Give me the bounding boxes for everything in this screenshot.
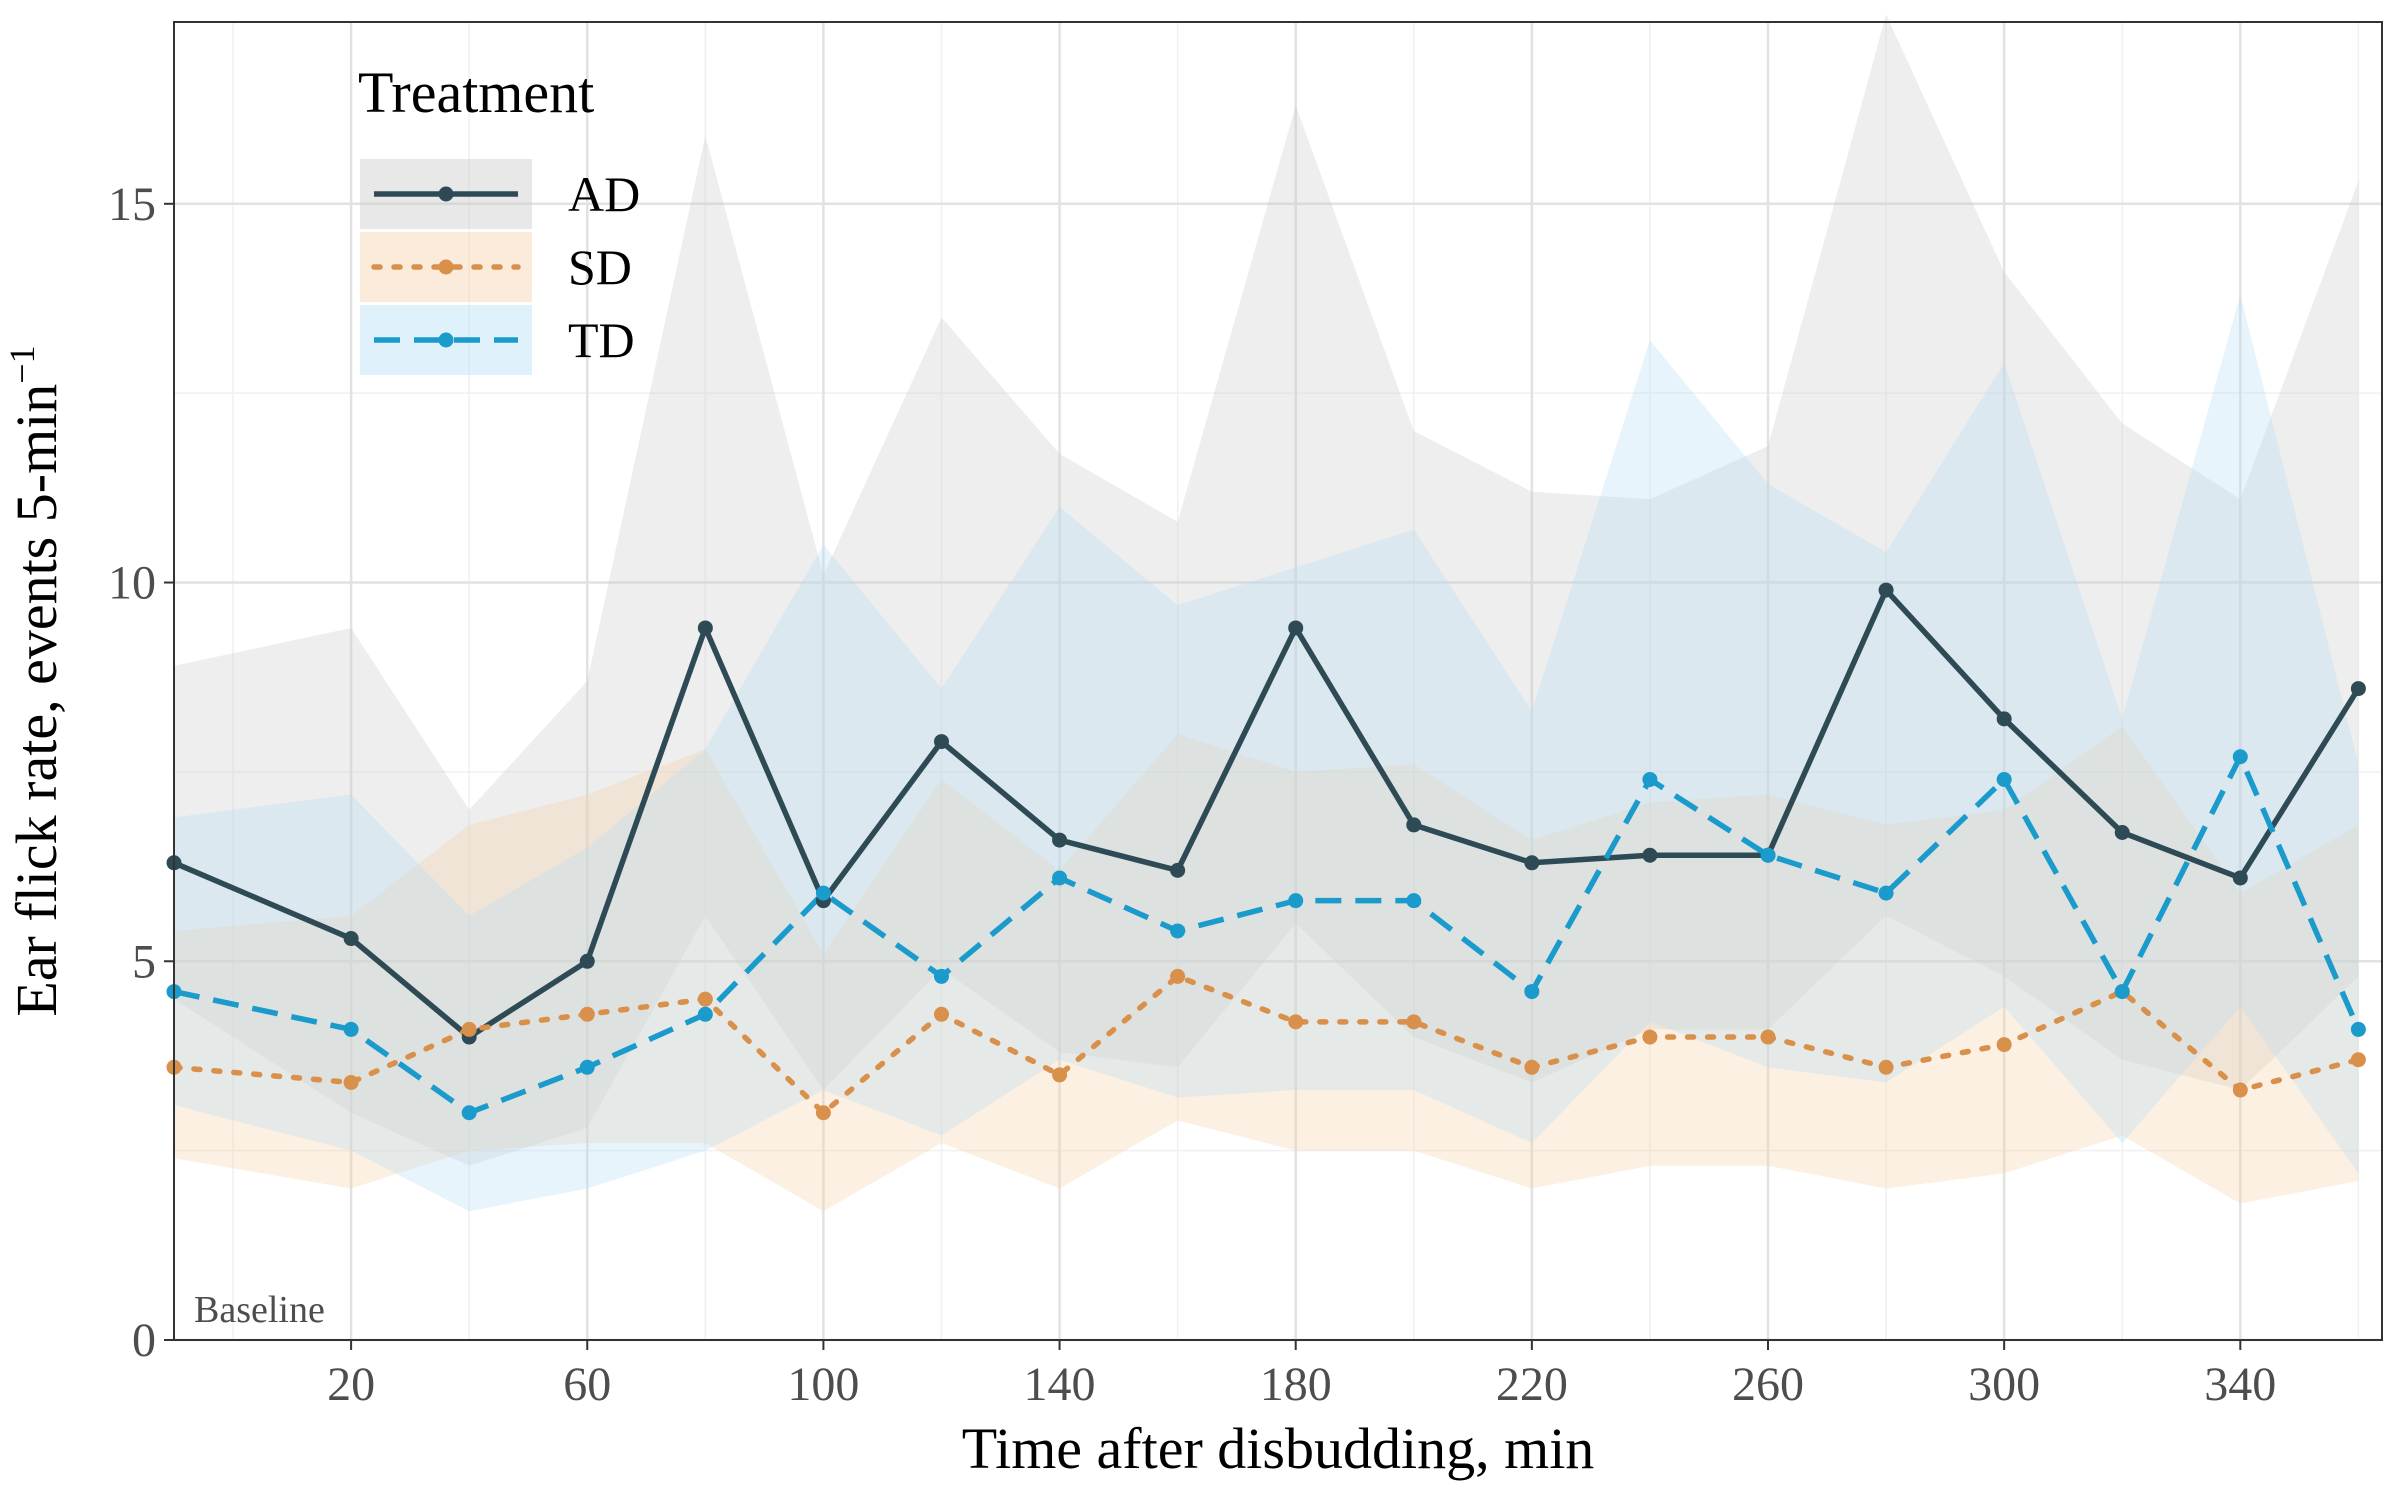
band-td xyxy=(174,294,2359,1212)
point-sd xyxy=(2350,1052,2366,1068)
point-ad xyxy=(2350,681,2366,697)
legend-point-sd xyxy=(438,259,454,275)
point-sd xyxy=(1406,1014,1422,1030)
point-ad xyxy=(1052,832,1068,848)
point-td xyxy=(933,968,949,984)
point-td xyxy=(1760,847,1776,863)
x-tick-label: 20 xyxy=(327,1358,375,1411)
y-tick-label: 10 xyxy=(108,557,156,610)
point-td xyxy=(815,885,831,901)
point-td xyxy=(2232,749,2248,765)
point-sd xyxy=(815,1105,831,1121)
x-tick-label: 180 xyxy=(1260,1358,1332,1411)
point-td xyxy=(1170,923,1186,939)
series-points xyxy=(166,582,2366,1121)
point-ad xyxy=(1524,855,1540,871)
point-td xyxy=(1996,771,2012,787)
y-tick-label: 15 xyxy=(108,178,156,231)
point-sd xyxy=(1288,1014,1304,1030)
point-td xyxy=(1524,984,1540,1000)
x-tick-label: 140 xyxy=(1024,1358,1096,1411)
point-td xyxy=(2350,1021,2366,1037)
point-sd xyxy=(579,1006,595,1022)
point-ad xyxy=(1288,620,1304,636)
point-ad xyxy=(579,953,595,969)
plot-panel-border xyxy=(173,21,2383,1341)
legend-point-td xyxy=(438,332,454,348)
point-td xyxy=(1288,893,1304,909)
x-axis-label: Time after disbudding, min xyxy=(962,1416,1595,1481)
point-ad xyxy=(697,620,713,636)
point-sd xyxy=(697,991,713,1007)
point-ad xyxy=(2114,824,2130,840)
legend-label-td: TD xyxy=(568,312,635,368)
point-td xyxy=(1406,893,1422,909)
point-sd xyxy=(461,1021,477,1037)
band-sd xyxy=(174,726,2359,1212)
x-tick-label: 340 xyxy=(2204,1358,2276,1411)
point-sd xyxy=(1760,1029,1776,1045)
point-td xyxy=(697,1006,713,1022)
point-ad xyxy=(343,931,359,947)
point-td xyxy=(1878,885,1894,901)
legend-title: Treatment xyxy=(358,60,594,125)
legend-label-sd: SD xyxy=(568,239,632,295)
x-tick-label: 220 xyxy=(1496,1358,1568,1411)
legend-label-ad: AD xyxy=(568,166,640,222)
legend: Treatment AD SD TD xyxy=(358,60,640,375)
y-axis-label: Ear flick rate, events 5-min−1 xyxy=(2,345,69,1016)
band-ad xyxy=(174,14,2359,1166)
x-tick-label: 100 xyxy=(787,1358,859,1411)
point-sd xyxy=(1052,1067,1068,1083)
point-td xyxy=(579,1059,595,1075)
point-sd xyxy=(1878,1059,1894,1075)
y-axis-label-main: Ear flick rate, events 5-min xyxy=(4,384,69,1017)
legend-point-ad xyxy=(438,186,454,202)
y-axis-label-superscript: −1 xyxy=(2,345,42,383)
point-ad xyxy=(1642,847,1658,863)
point-ad xyxy=(1996,711,2012,727)
legend-items: AD SD TD xyxy=(360,159,640,375)
point-ad xyxy=(933,734,949,750)
point-td xyxy=(1052,870,1068,886)
x-axis-ticks: 20 60 100 140 180 220 260 300 340 xyxy=(327,1340,2276,1411)
y-axis-ticks: 0 5 10 15 xyxy=(108,178,174,1367)
point-ad xyxy=(2232,870,2248,886)
point-td xyxy=(461,1105,477,1121)
point-sd xyxy=(343,1074,359,1090)
point-td xyxy=(343,1021,359,1037)
y-tick-label: 0 xyxy=(132,1314,156,1367)
point-ad xyxy=(1406,817,1422,833)
point-sd xyxy=(933,1006,949,1022)
point-td xyxy=(1642,771,1658,787)
x-tick-label: 60 xyxy=(563,1358,611,1411)
x-tick-label: 300 xyxy=(1968,1358,2040,1411)
point-sd xyxy=(2232,1082,2248,1098)
y-tick-label: 5 xyxy=(132,935,156,988)
point-sd xyxy=(1524,1059,1540,1075)
baseline-annotation: Baseline xyxy=(194,1289,325,1331)
point-ad xyxy=(1170,862,1186,878)
point-sd xyxy=(1996,1037,2012,1053)
point-sd xyxy=(1170,968,1186,984)
x-tick-label: 260 xyxy=(1732,1358,1804,1411)
point-sd xyxy=(1642,1029,1658,1045)
point-ad xyxy=(1878,582,1894,598)
grid-layer xyxy=(174,22,2382,1342)
point-td xyxy=(2114,984,2130,1000)
confidence-bands xyxy=(174,14,2359,1212)
